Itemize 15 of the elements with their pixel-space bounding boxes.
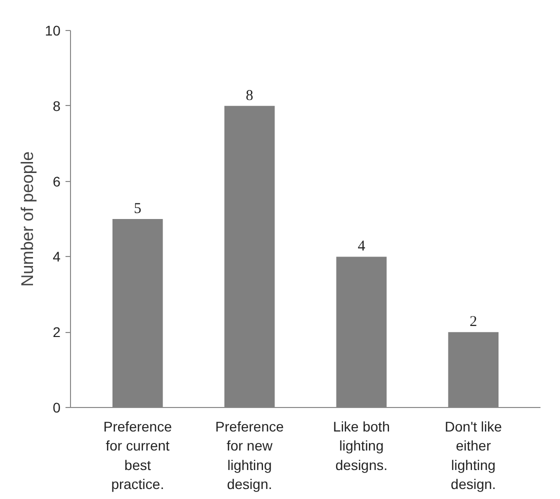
data-label: 2 [470, 314, 478, 330]
x-tick-label: Like both lighting designs. [333, 418, 390, 473]
data-label: 4 [358, 238, 366, 255]
y-axis-title: Number of people [18, 151, 37, 287]
y-tick-label: 8 [52, 98, 61, 114]
y-tick-label: 4 [52, 248, 61, 265]
x-tick-label: Don't like either lighting design. [444, 418, 502, 492]
x-tick-label: Preference for new lighting design. [215, 418, 284, 492]
data-label: 5 [134, 201, 142, 217]
y-tick-label: 0 [52, 400, 61, 416]
data-label: 8 [246, 88, 254, 104]
y-tick-label: 2 [52, 324, 61, 340]
y-tick-label: 10 [44, 22, 61, 38]
y-tick-label: 6 [52, 173, 61, 190]
x-tick-label: Preference for current best practice. [103, 418, 172, 492]
